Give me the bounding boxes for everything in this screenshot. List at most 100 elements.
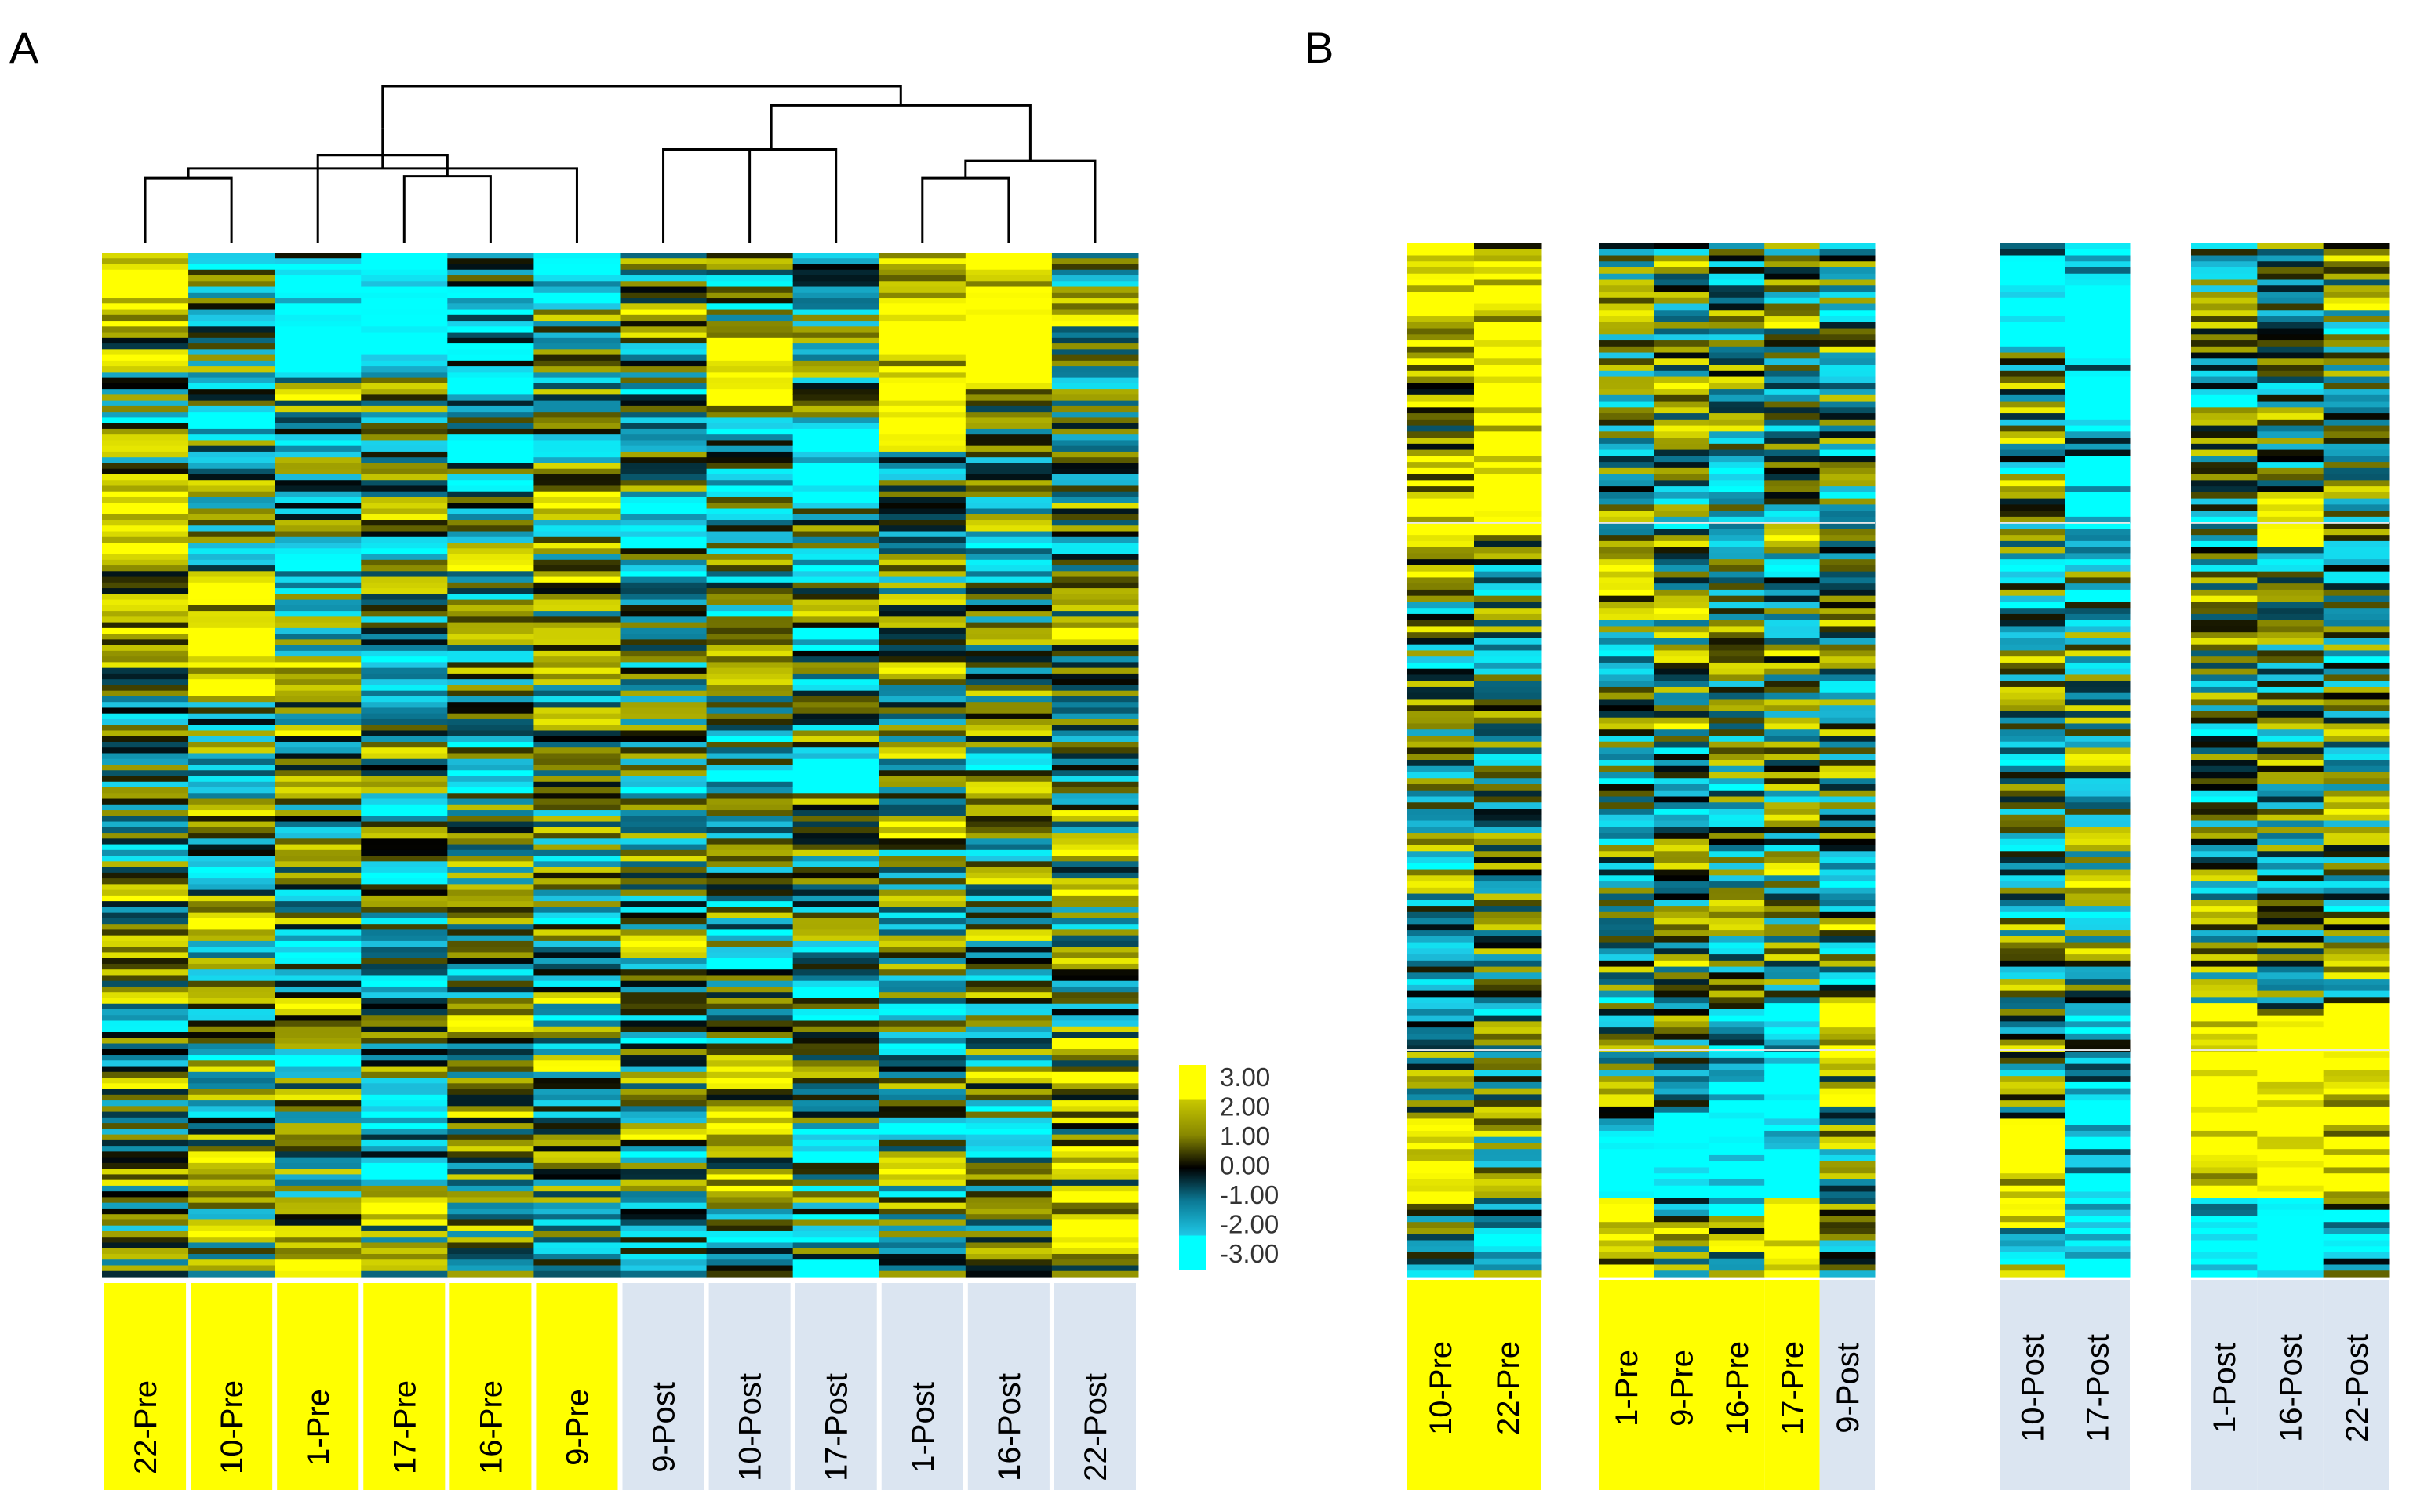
heatmap-cell	[188, 838, 275, 845]
heatmap-cell	[879, 889, 966, 896]
heatmap-cell	[620, 269, 708, 276]
heatmap-cell	[447, 833, 534, 839]
heatmap-cell	[620, 298, 708, 304]
heatmap-cell	[965, 1078, 1053, 1084]
heatmap-cell	[533, 1197, 621, 1204]
heatmap-cell	[1407, 1045, 1475, 1052]
heatmap-cell	[2191, 723, 2258, 730]
heatmap-cell	[620, 571, 708, 578]
heatmap-cell	[361, 622, 448, 629]
heatmap-cell	[1474, 900, 1542, 907]
heatmap-cell	[2191, 273, 2258, 281]
heatmap-cell	[2323, 394, 2390, 402]
heatmap-cell	[533, 833, 621, 839]
heatmap-cell	[2257, 1246, 2324, 1253]
heatmap-cell	[1764, 911, 1821, 919]
heatmap-cell	[1709, 650, 1765, 657]
heatmap-cell	[620, 360, 708, 367]
heatmap-cell	[361, 747, 448, 754]
heatmap-cell	[620, 445, 708, 453]
heatmap-cell	[533, 1270, 621, 1278]
heatmap-cell	[447, 1139, 534, 1147]
heatmap-cell	[533, 428, 621, 435]
heatmap-cell	[1407, 1094, 1475, 1101]
heatmap-cell	[1709, 845, 1765, 852]
panel-label-a: A	[9, 23, 39, 72]
heatmap-cell	[275, 1174, 362, 1181]
heatmap-cell	[1407, 1039, 1475, 1046]
heatmap-cell	[1654, 960, 1710, 968]
heatmap-cell	[275, 468, 362, 475]
heatmap-cell	[965, 281, 1053, 288]
heatmap-cell	[1709, 802, 1765, 809]
heatmap-cell	[2000, 918, 2065, 925]
heatmap-cell	[1709, 990, 1765, 998]
heatmap-cell	[361, 253, 448, 259]
heatmap-cell	[1474, 583, 1542, 591]
heatmap-cell	[275, 548, 362, 555]
heatmap-cell	[2191, 692, 2258, 700]
heatmap-cell	[447, 548, 534, 555]
heatmap-cell	[706, 634, 794, 640]
heatmap-cell	[275, 281, 362, 288]
heatmap-cell	[2323, 358, 2390, 365]
heatmap-cell	[1474, 1057, 1542, 1065]
heatmap-cell	[2065, 911, 2131, 919]
heatmap-cell	[1599, 1209, 1654, 1217]
heatmap-cell	[2191, 650, 2258, 657]
heatmap-cell	[1819, 966, 1876, 973]
heatmap-cell	[275, 935, 362, 942]
heatmap-cell	[792, 1071, 880, 1078]
heatmap-cell	[1407, 656, 1475, 663]
heatmap-cell	[2065, 467, 2131, 475]
heatmap-cell	[879, 816, 966, 823]
heatmap-cell	[2000, 820, 2065, 827]
heatmap-cell	[1051, 599, 1139, 606]
heatmap-cell	[706, 884, 794, 891]
heatmap-cell	[447, 1055, 534, 1061]
heatmap-cell	[1819, 717, 1876, 725]
heatmap-cell	[1474, 814, 1542, 822]
heatmap-cell	[1599, 425, 1654, 432]
heatmap-cell	[533, 321, 621, 327]
heatmap-cell	[2191, 467, 2258, 475]
heatmap-cell	[620, 1253, 708, 1260]
heatmap-cell	[1709, 747, 1765, 754]
heatmap-cell	[706, 588, 794, 594]
heatmap-cell	[1764, 1209, 1821, 1217]
heatmap-cell	[2000, 851, 2065, 858]
heatmap-cell	[2323, 261, 2390, 268]
heatmap-cell	[620, 1259, 708, 1267]
heatmap-cell	[2065, 602, 2131, 609]
heatmap-cell	[965, 901, 1053, 907]
heatmap-cell	[2323, 1222, 2390, 1229]
heatmap-cell	[361, 332, 448, 339]
heatmap-cell	[275, 1214, 362, 1221]
heatmap-cell	[1819, 845, 1876, 852]
heatmap-cell	[188, 940, 275, 947]
heatmap-cell	[447, 895, 534, 902]
heatmap-cell	[2323, 990, 2390, 998]
heatmap-cell	[2257, 979, 2324, 986]
heatmap-cell	[965, 1060, 1053, 1067]
heatmap-cell	[1819, 1246, 1876, 1253]
heatmap-cell	[620, 1060, 708, 1067]
heatmap-cell	[792, 1049, 880, 1056]
heatmap-cell	[620, 594, 708, 601]
heatmap-cell	[792, 627, 880, 634]
heatmap-cell	[533, 1151, 621, 1158]
heatmap-cell	[1599, 267, 1654, 274]
heatmap-cell	[1819, 474, 1876, 481]
heatmap-cell	[1051, 383, 1139, 390]
heatmap-cell	[1474, 845, 1542, 852]
heatmap-cell	[1599, 273, 1654, 281]
heatmap-cell	[1599, 626, 1654, 633]
heatmap-cell	[2323, 1009, 2390, 1016]
heatmap-cell	[2257, 529, 2324, 536]
heatmap-cell	[706, 781, 794, 788]
heatmap-cell	[2323, 681, 2390, 688]
heatmap-cell	[2323, 602, 2390, 609]
heatmap-cell	[2257, 1179, 2324, 1187]
heatmap-cell	[102, 975, 189, 982]
heatmap-cell	[102, 611, 189, 617]
